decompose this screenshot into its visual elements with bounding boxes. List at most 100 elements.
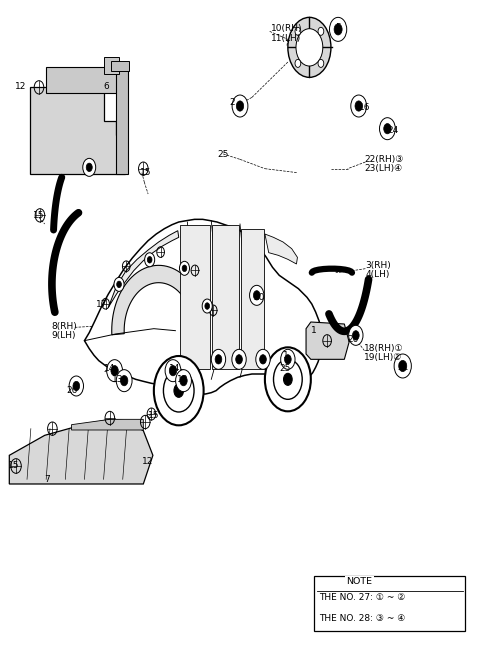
Circle shape — [205, 303, 210, 309]
Text: 5: 5 — [336, 23, 341, 32]
Text: 15: 15 — [141, 168, 152, 176]
Circle shape — [351, 95, 367, 117]
Circle shape — [256, 349, 270, 369]
Circle shape — [180, 261, 190, 275]
Circle shape — [295, 27, 301, 35]
Polygon shape — [212, 224, 239, 369]
Text: 24: 24 — [387, 126, 399, 135]
Circle shape — [285, 355, 291, 364]
Circle shape — [232, 349, 246, 369]
Circle shape — [86, 163, 92, 172]
Polygon shape — [108, 230, 179, 307]
Text: 23(LH)④: 23(LH)④ — [364, 164, 403, 173]
Circle shape — [288, 17, 331, 77]
FancyBboxPatch shape — [314, 576, 465, 631]
Circle shape — [296, 29, 323, 66]
Text: 16: 16 — [359, 103, 370, 112]
Circle shape — [174, 384, 183, 397]
Polygon shape — [265, 234, 298, 264]
Circle shape — [265, 347, 311, 411]
Text: 10(RH): 10(RH) — [271, 24, 302, 33]
Text: 20: 20 — [348, 335, 359, 344]
Circle shape — [250, 285, 264, 305]
Text: 25: 25 — [217, 150, 228, 158]
Text: 26: 26 — [67, 386, 78, 395]
Circle shape — [73, 381, 80, 391]
Text: 2: 2 — [229, 98, 235, 106]
Polygon shape — [180, 224, 210, 369]
Circle shape — [111, 365, 118, 376]
Circle shape — [176, 369, 192, 391]
Circle shape — [384, 124, 391, 134]
Circle shape — [236, 101, 244, 111]
Circle shape — [154, 356, 204, 426]
Circle shape — [107, 359, 122, 381]
Text: 13: 13 — [177, 375, 188, 384]
Polygon shape — [9, 420, 153, 484]
Circle shape — [211, 349, 226, 369]
Text: THE NO. 28: ③ ~ ④: THE NO. 28: ③ ~ ④ — [319, 614, 405, 623]
Circle shape — [144, 253, 155, 267]
Polygon shape — [116, 67, 128, 174]
Text: 21: 21 — [397, 363, 408, 372]
Circle shape — [236, 355, 242, 364]
Text: 3(RH): 3(RH) — [365, 261, 391, 270]
Circle shape — [169, 365, 177, 376]
Circle shape — [295, 59, 301, 67]
Polygon shape — [112, 265, 204, 335]
Circle shape — [253, 291, 260, 300]
Text: 6: 6 — [104, 81, 109, 91]
Circle shape — [163, 369, 194, 412]
Circle shape — [352, 331, 359, 340]
Circle shape — [147, 257, 152, 263]
Circle shape — [215, 355, 222, 364]
Text: 15: 15 — [33, 211, 45, 220]
Text: 1: 1 — [311, 326, 317, 335]
Text: 20: 20 — [253, 293, 265, 302]
Polygon shape — [72, 420, 144, 430]
Circle shape — [180, 375, 187, 386]
Circle shape — [260, 355, 266, 364]
Circle shape — [232, 95, 248, 117]
Circle shape — [116, 369, 132, 391]
Text: 12: 12 — [142, 458, 153, 466]
Circle shape — [348, 325, 363, 345]
Text: 9(LH): 9(LH) — [51, 331, 75, 340]
Circle shape — [114, 277, 124, 291]
Polygon shape — [241, 228, 264, 369]
Text: 1: 1 — [283, 351, 289, 360]
Text: 8(RH): 8(RH) — [51, 321, 77, 331]
Circle shape — [182, 265, 187, 272]
Polygon shape — [104, 57, 120, 74]
Text: NOTE: NOTE — [347, 577, 372, 587]
Polygon shape — [30, 88, 125, 174]
Text: 19(LH)②: 19(LH)② — [363, 353, 402, 363]
Circle shape — [117, 281, 121, 288]
Text: 11(LH): 11(LH) — [271, 33, 301, 43]
Circle shape — [202, 299, 212, 313]
Text: 17: 17 — [96, 299, 108, 309]
Text: 13: 13 — [112, 375, 123, 384]
Circle shape — [318, 27, 324, 35]
Text: 22(RH)③: 22(RH)③ — [364, 155, 404, 164]
Text: 25: 25 — [279, 364, 290, 373]
Circle shape — [69, 376, 84, 396]
Text: 12: 12 — [15, 81, 26, 91]
Text: 4(LH): 4(LH) — [365, 270, 390, 279]
Circle shape — [120, 375, 128, 386]
Circle shape — [284, 373, 292, 385]
Polygon shape — [111, 61, 129, 71]
Circle shape — [380, 118, 396, 140]
Text: THE NO. 27: ① ~ ②: THE NO. 27: ① ~ ② — [319, 593, 405, 603]
Circle shape — [281, 349, 295, 369]
Text: 18(RH)①: 18(RH)① — [363, 344, 403, 353]
Text: 15: 15 — [148, 411, 160, 420]
Circle shape — [355, 101, 362, 111]
Text: 14: 14 — [104, 364, 115, 373]
Text: 15: 15 — [8, 462, 19, 470]
Circle shape — [318, 59, 324, 67]
Circle shape — [394, 354, 411, 378]
Circle shape — [165, 359, 181, 381]
Circle shape — [83, 158, 96, 176]
Text: 14: 14 — [169, 364, 180, 373]
